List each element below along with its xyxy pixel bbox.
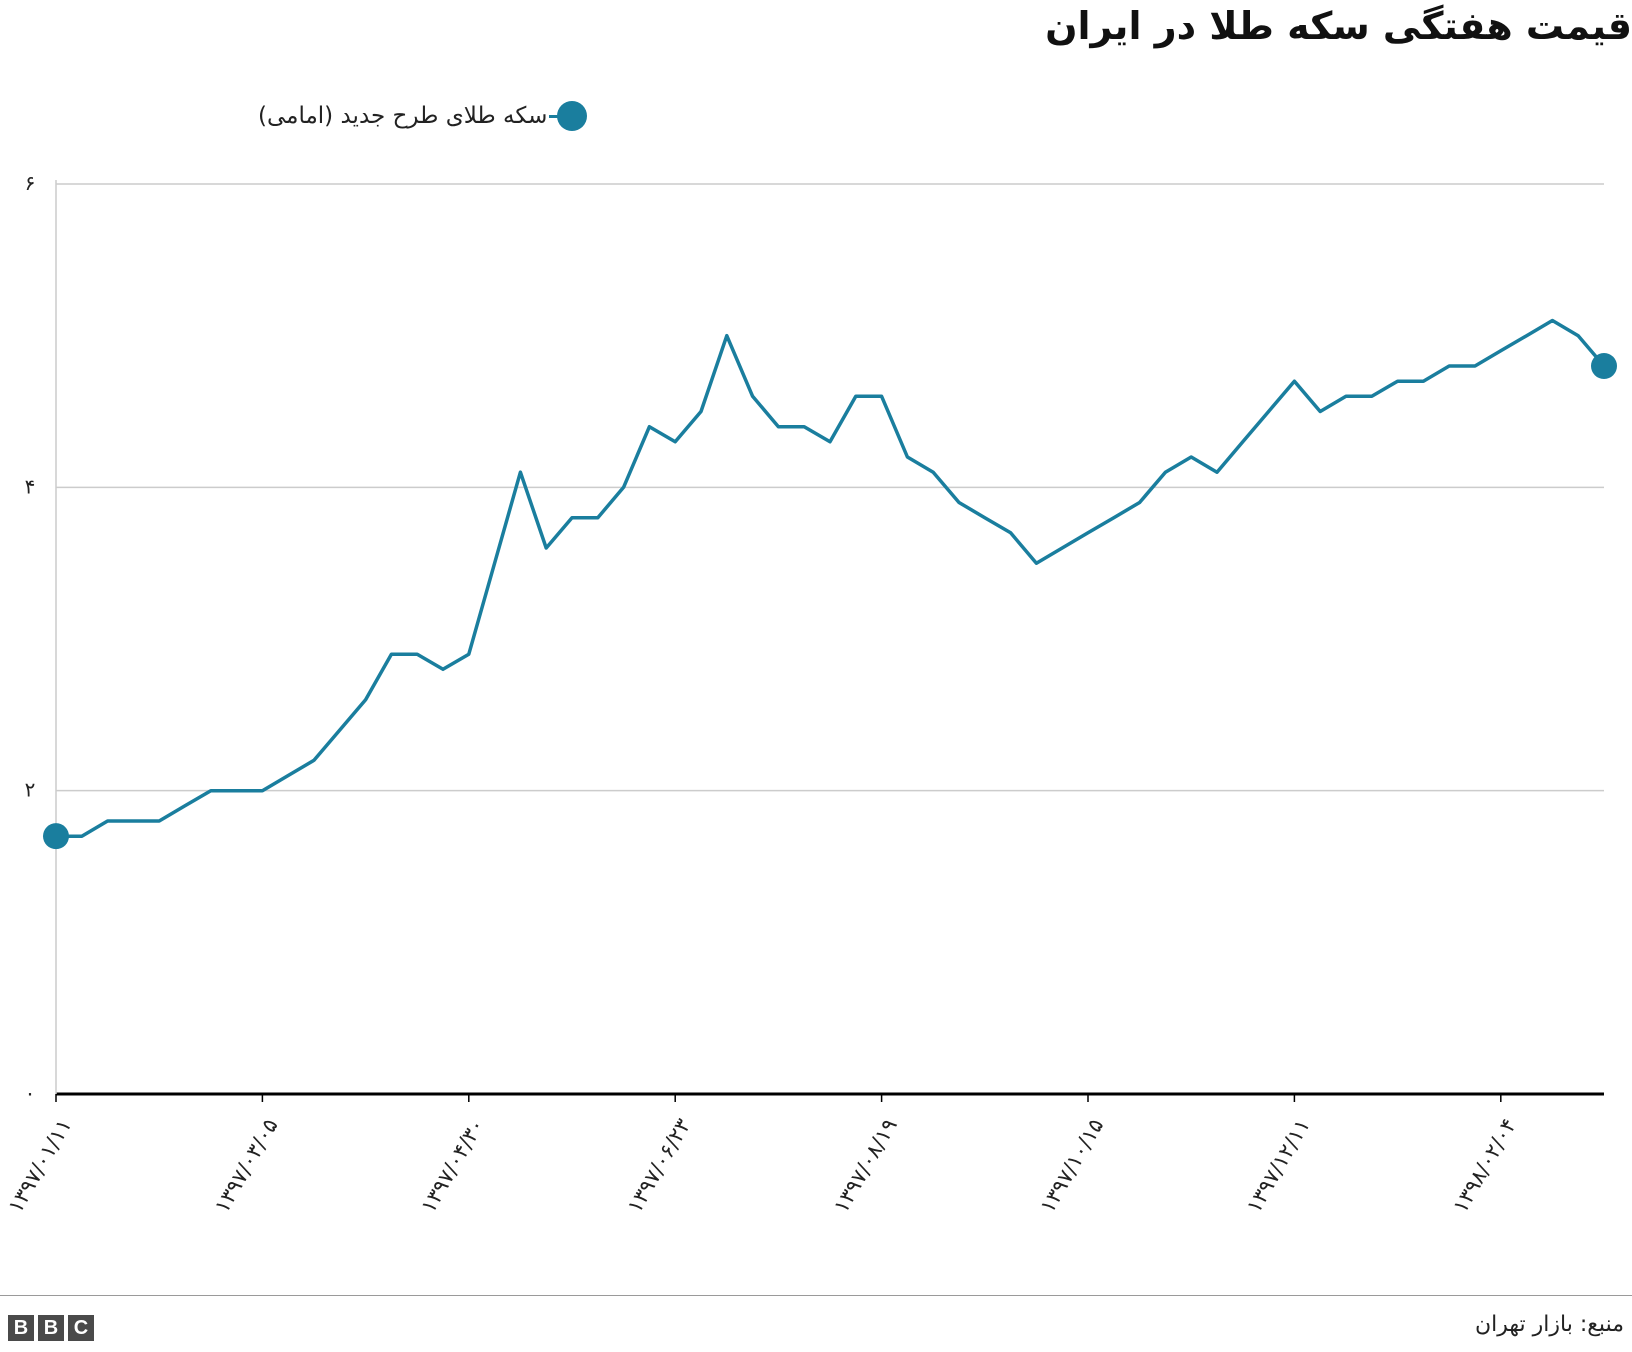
y-axis-ticks: ۰ ۲ ۴ ۶ xyxy=(25,171,36,1105)
circle-marker-icon xyxy=(547,96,588,136)
y-tick-label: ۴ xyxy=(25,474,36,498)
x-axis-ticks: ۱۳۹۷/۰۱/۱۱ ۱۳۹۷/۰۳/۰۵ ۱۳۹۷/۰۴/۳۰ ۱۳۹۷/۰۶/۲۳… xyxy=(3,1094,1521,1217)
logo-letter: C xyxy=(68,1315,94,1341)
y-tick-label: ۰ xyxy=(25,1081,36,1105)
gridlines xyxy=(55,180,1604,1096)
y-tick-label: ۶ xyxy=(25,171,36,195)
x-tick-label: ۱۳۹۸/۰۲/۰۴ xyxy=(1448,1115,1521,1217)
footer-divider xyxy=(0,1295,1632,1296)
series-layer xyxy=(43,318,1617,850)
x-tick-label: ۱۳۹۷/۱۲/۱۱ xyxy=(1242,1115,1315,1217)
bbc-logo: B B C xyxy=(8,1315,94,1341)
x-tick-label: ۱۳۹۷/۰۱/۱۱ xyxy=(3,1115,76,1217)
x-tick-label: ۱۳۹۷/۰۶/۲۳ xyxy=(623,1115,696,1217)
series-end-point xyxy=(1591,353,1617,379)
series-line xyxy=(56,318,1606,838)
legend-label: سکه طلای طرح جدید (امامی) xyxy=(258,103,548,129)
x-tick-label: ۱۳۹۷/۰۸/۱۹ xyxy=(829,1115,902,1217)
source-note: منبع: بازار تهران xyxy=(1474,1312,1624,1337)
x-tick-label: ۱۳۹۷/۱۰/۱۵ xyxy=(1035,1115,1108,1217)
logo-letter: B xyxy=(38,1315,64,1341)
x-tick-label: ۱۳۹۷/۰۴/۳۰ xyxy=(416,1115,489,1217)
x-tick-label: ۱۳۹۷/۰۳/۰۵ xyxy=(210,1115,283,1217)
logo-letter: B xyxy=(8,1315,34,1341)
series-start-point xyxy=(43,823,69,850)
chart-title: قیمت هفتگی سکه طلا در ایران xyxy=(1045,4,1632,48)
legend: سکه طلای طرح جدید (امامی) xyxy=(252,96,588,136)
y-tick-label: ۲ xyxy=(25,778,36,802)
